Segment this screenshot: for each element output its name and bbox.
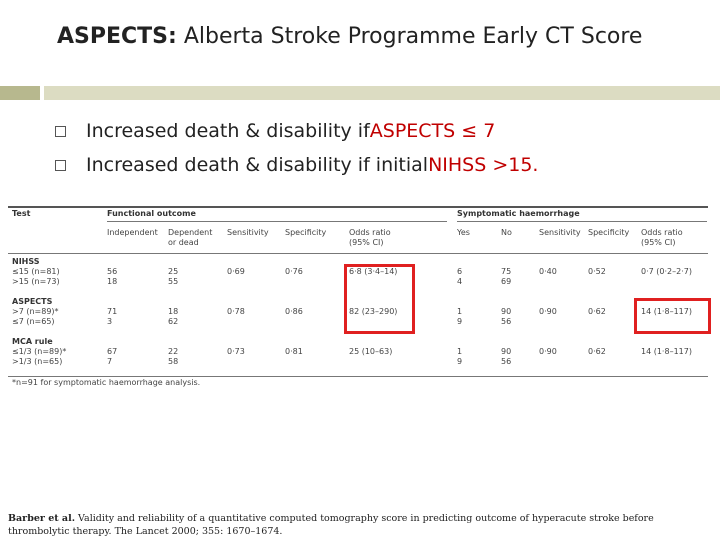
table-cell: 75 (501, 267, 512, 276)
header-test: Test (12, 209, 31, 218)
bullet-text: Increased death & disability if initial (86, 154, 429, 176)
bullet-square-icon (55, 125, 66, 137)
table-cell: 0·78 (227, 307, 245, 316)
column-header: Specificity (588, 228, 630, 237)
table-cell: 1 (457, 347, 463, 356)
table-cell: 9 (457, 317, 463, 326)
table-cell: 0·90 (539, 347, 557, 356)
table-cell: 56 (501, 317, 512, 326)
table-cell: 7 (107, 357, 113, 366)
header-functional-outcome: Functional outcome (107, 209, 196, 218)
row-label: ≤1/3 (n=89)* (12, 347, 67, 356)
table-cell: 0·7 (0·2–2·7) (641, 267, 692, 276)
table-cell: 69 (501, 277, 512, 286)
table-cell: 0·69 (227, 267, 245, 276)
title-divider-bar (44, 86, 720, 100)
table-cell: 0·62 (588, 307, 606, 316)
column-header: No (501, 228, 512, 237)
table-cell: 6 (457, 267, 463, 276)
column-header: Dependent or dead (168, 228, 213, 247)
table-cell: 3 (107, 317, 113, 326)
table-cell: 18 (107, 277, 118, 286)
table-cell: 6·8 (3·4–14) (349, 267, 398, 276)
table-cell: 4 (457, 277, 463, 286)
column-header: Odds ratio (95% CI) (349, 228, 391, 247)
column-header: Sensitivity (227, 228, 269, 237)
table-cell: 58 (168, 357, 179, 366)
table-cell: 9 (457, 357, 463, 366)
bullet-text: Increased death & disability if (86, 120, 370, 142)
table-cell: 1 (457, 307, 463, 316)
section-label: NIHSS (12, 257, 40, 266)
header-bottom-rule (8, 253, 708, 254)
results-table: Test Functional outcome Symptomatic haem… (8, 200, 708, 396)
row-label: ≤7 (n=65) (12, 317, 55, 326)
table-cell: 18 (168, 307, 179, 316)
table-cell: 14 (1·8–117) (641, 307, 692, 316)
row-label: ≤15 (n=81) (12, 267, 60, 276)
bullet-list: Increased death & disability if ASPECTS … (55, 114, 538, 182)
citation-text: Validity and reliability of a quantitati… (8, 513, 654, 537)
table-cell: 0·73 (227, 347, 245, 356)
row-label: >1/3 (n=65) (12, 357, 63, 366)
table-cell: 56 (107, 267, 118, 276)
table-cell: 55 (168, 277, 179, 286)
table-cell: 0·62 (588, 347, 606, 356)
section-label: MCA rule (12, 337, 53, 346)
table-cell: 67 (107, 347, 118, 356)
table-cell: 90 (501, 307, 512, 316)
functional-underline (107, 221, 447, 222)
section-label: ASPECTS (12, 297, 53, 306)
row-label: >15 (n=73) (12, 277, 60, 286)
table-cell: 90 (501, 347, 512, 356)
table-cell: 0·90 (539, 307, 557, 316)
title-divider-accent (0, 86, 40, 100)
title-acronym: ASPECTS: (57, 24, 177, 49)
table-cell: 82 (23–290) (349, 307, 398, 316)
table-cell: 0·76 (285, 267, 303, 276)
table-cell: 0·40 (539, 267, 557, 276)
table-cell: 0·81 (285, 347, 303, 356)
row-label: >7 (n=89)* (12, 307, 59, 316)
table-footnote: *n=91 for symptomatic haemorrhage analys… (12, 378, 201, 387)
bullet-highlight: NIHSS >15. (428, 154, 539, 176)
table-cell: 14 (1·8–117) (641, 347, 692, 356)
bullet-square-icon (55, 159, 66, 171)
table-cell: 25 (168, 267, 179, 276)
column-header: Odds ratio (95% CI) (641, 228, 683, 247)
title-expansion: Alberta Stroke Programme Early CT Score (176, 24, 643, 49)
highlight-box-odds-ratio (344, 264, 415, 334)
table-bottom-rule (8, 376, 708, 377)
table-cell: 62 (168, 317, 179, 326)
citation: Barber et al. Validity and reliability o… (8, 512, 718, 538)
column-header: Specificity (285, 228, 327, 237)
header-symptomatic-haemorrhage: Symptomatic haemorrhage (457, 209, 580, 218)
table-cell: 0·86 (285, 307, 303, 316)
bullet-highlight: ASPECTS ≤ 7 (369, 120, 496, 142)
bullet-nihss: Increased death & disability if initial … (55, 148, 538, 182)
table-cell: 0·52 (588, 267, 606, 276)
table-cell: 25 (10–63) (349, 347, 393, 356)
bullet-aspects: Increased death & disability if ASPECTS … (55, 114, 538, 148)
symptomatic-underline (457, 221, 707, 222)
citation-authors: Barber et al. (8, 513, 76, 524)
table-cell: 56 (501, 357, 512, 366)
table-cell: 22 (168, 347, 179, 356)
column-header: Independent (107, 228, 158, 237)
table-top-rule (8, 206, 708, 208)
highlight-box-haemorrhage-odds (634, 298, 711, 334)
slide-title: ASPECTS: Alberta Stroke Programme Early … (57, 24, 642, 49)
column-header: Yes (457, 228, 470, 237)
column-header: Sensitivity (539, 228, 581, 237)
table-cell: 71 (107, 307, 118, 316)
